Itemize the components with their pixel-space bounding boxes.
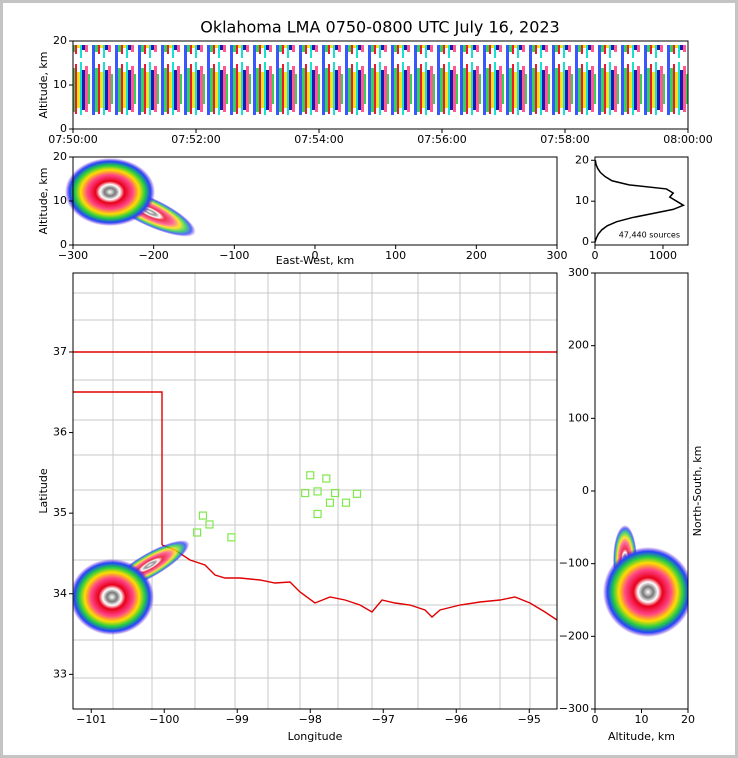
- y-tick-label: −200: [559, 629, 589, 642]
- x-tick-label: 20: [681, 713, 695, 726]
- y-tick-label: 37: [53, 345, 67, 358]
- x-tick-label: −99: [226, 713, 249, 726]
- x-tick-label: −300: [58, 249, 88, 262]
- x-tick-label: −100: [219, 249, 249, 262]
- x-tick-label: 0: [592, 249, 599, 262]
- source-band: [73, 45, 688, 115]
- y-tick-label: 0: [582, 484, 589, 497]
- x-tick-label: 07:52:00: [171, 133, 220, 146]
- x-tick-label: 1000: [649, 249, 677, 262]
- x-tick-label: −100: [149, 713, 179, 726]
- x-tick-label: 07:50:00: [48, 133, 97, 146]
- station: [193, 528, 202, 537]
- x-tick-label: −97: [372, 713, 395, 726]
- y-axis-label: Altitude, km: [37, 51, 50, 118]
- station: [330, 488, 340, 498]
- y-tick-label: 10: [575, 194, 589, 207]
- y-tick-label: 33: [53, 667, 67, 680]
- x-axis-label: East-West, km: [276, 254, 354, 267]
- x-axis-label: Altitude, km: [608, 730, 675, 743]
- x-tick-label: −200: [139, 249, 169, 262]
- chart-title: Oklahoma LMA 0750-0800 UTC July 16, 2023: [200, 18, 559, 37]
- y-tick-label: 34: [53, 587, 67, 600]
- y-tick-label: 35: [53, 506, 67, 519]
- station: [313, 487, 322, 496]
- y-axis-label: North-South, km: [691, 446, 704, 537]
- y-tick-label: 0: [582, 235, 589, 248]
- station: [301, 488, 310, 498]
- y-tick-label: 200: [568, 339, 589, 352]
- station: [205, 520, 214, 529]
- y-tick-label: −100: [559, 557, 589, 570]
- y-tick-label: 0: [60, 238, 67, 251]
- x-tick-label: 10: [635, 713, 649, 726]
- x-tick-label: −98: [299, 713, 322, 726]
- x-tick-label: 0: [312, 249, 319, 262]
- figure: Oklahoma LMA 0750-0800 UTC July 16, 2023…: [37, 18, 713, 744]
- annotation: 47,440 sources: [619, 231, 680, 240]
- station: [306, 471, 315, 480]
- x-tick-label: 07:58:00: [540, 133, 589, 146]
- x-tick-label: −101: [76, 713, 106, 726]
- x-axis-label: Longitude: [288, 730, 343, 743]
- source-density: [603, 525, 688, 637]
- y-axis-label: Altitude, km: [37, 167, 50, 234]
- station: [325, 498, 335, 507]
- source-histogram: [594, 160, 686, 243]
- state-borders: [73, 351, 557, 621]
- x-tick-label: 300: [547, 249, 568, 262]
- x-tick-label: 08:00:00: [663, 133, 712, 146]
- station: [198, 511, 208, 520]
- source-density: [73, 540, 190, 635]
- y-tick-label: 20: [53, 150, 67, 163]
- y-tick-label: 100: [568, 411, 589, 424]
- x-tick-label: 0: [592, 713, 599, 726]
- y-tick-label: 36: [53, 426, 67, 439]
- x-tick-label: −96: [445, 713, 468, 726]
- station: [313, 509, 322, 519]
- x-tick-label: 07:54:00: [294, 133, 343, 146]
- x-tick-label: −95: [518, 713, 541, 726]
- y-tick-label: 10: [53, 78, 67, 91]
- x-tick-label: 07:56:00: [417, 133, 466, 146]
- station: [352, 489, 362, 498]
- axis-frame: [72, 272, 558, 710]
- station: [227, 533, 236, 542]
- y-axis-label: Latitude: [37, 468, 50, 514]
- y-tick-label: 20: [575, 153, 589, 166]
- source-density: [65, 158, 196, 237]
- y-tick-label: 300: [568, 266, 589, 279]
- axis-frame: [594, 272, 689, 710]
- y-tick-label: 10: [53, 194, 67, 207]
- station: [341, 498, 351, 507]
- y-tick-label: −300: [559, 702, 589, 715]
- county-lines: [73, 273, 557, 709]
- x-tick-label: 100: [385, 249, 406, 262]
- station: [322, 474, 331, 483]
- x-tick-label: 200: [466, 249, 487, 262]
- y-tick-label: 20: [53, 34, 67, 47]
- y-tick-label: 0: [60, 122, 67, 135]
